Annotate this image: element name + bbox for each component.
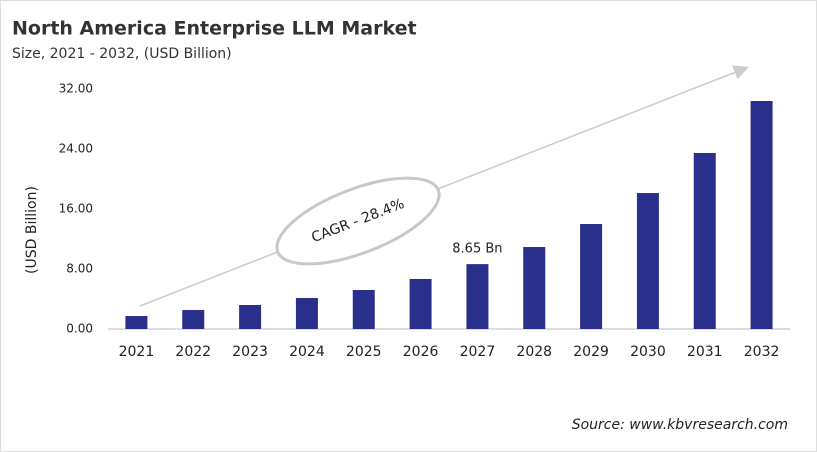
bar [466, 264, 489, 329]
y-tick-label: 32.00 [59, 82, 93, 96]
x-tick-label: 2029 [573, 344, 609, 360]
x-tick-label: 2030 [630, 344, 666, 360]
source: Source: www.kbvresearch.com [572, 417, 788, 433]
bar [352, 290, 375, 329]
bar [636, 193, 659, 329]
x-tick-label: 2027 [460, 344, 496, 360]
x-tick-label: 2022 [175, 344, 211, 360]
x-tick-label: 2031 [687, 344, 723, 360]
x-tick-label: 2032 [744, 344, 780, 360]
chart-title: North America Enterprise LLM Market [12, 18, 417, 40]
bar [295, 298, 318, 329]
bar [239, 305, 262, 329]
y-axis-label: (USD Billion) [24, 186, 40, 274]
bar [182, 310, 205, 329]
chart-subtitle: Size, 2021 - 2032, (USD Billion) [12, 46, 232, 62]
y-tick-label: 0.00 [66, 322, 93, 336]
trend-arrow [139, 65, 749, 307]
y-tick-label: 8.00 [66, 262, 93, 276]
x-tick-label: 2023 [232, 344, 268, 360]
x-tick-label: 2026 [403, 344, 439, 360]
bar [409, 278, 432, 329]
bar [125, 316, 148, 329]
x-tick-label: 2021 [119, 344, 155, 360]
bar [750, 101, 773, 329]
x-tick-label: 2028 [516, 344, 552, 360]
bar [693, 152, 716, 329]
x-tick-label: 2024 [289, 344, 325, 360]
bar [523, 247, 546, 329]
bar [580, 224, 603, 329]
data-label: 8.65 Bn [452, 242, 502, 257]
y-tick-label: 16.00 [59, 202, 93, 216]
y-tick-label: 24.00 [59, 142, 93, 156]
x-tick-label: 2025 [346, 344, 382, 360]
cagr-ellipse [275, 176, 441, 266]
